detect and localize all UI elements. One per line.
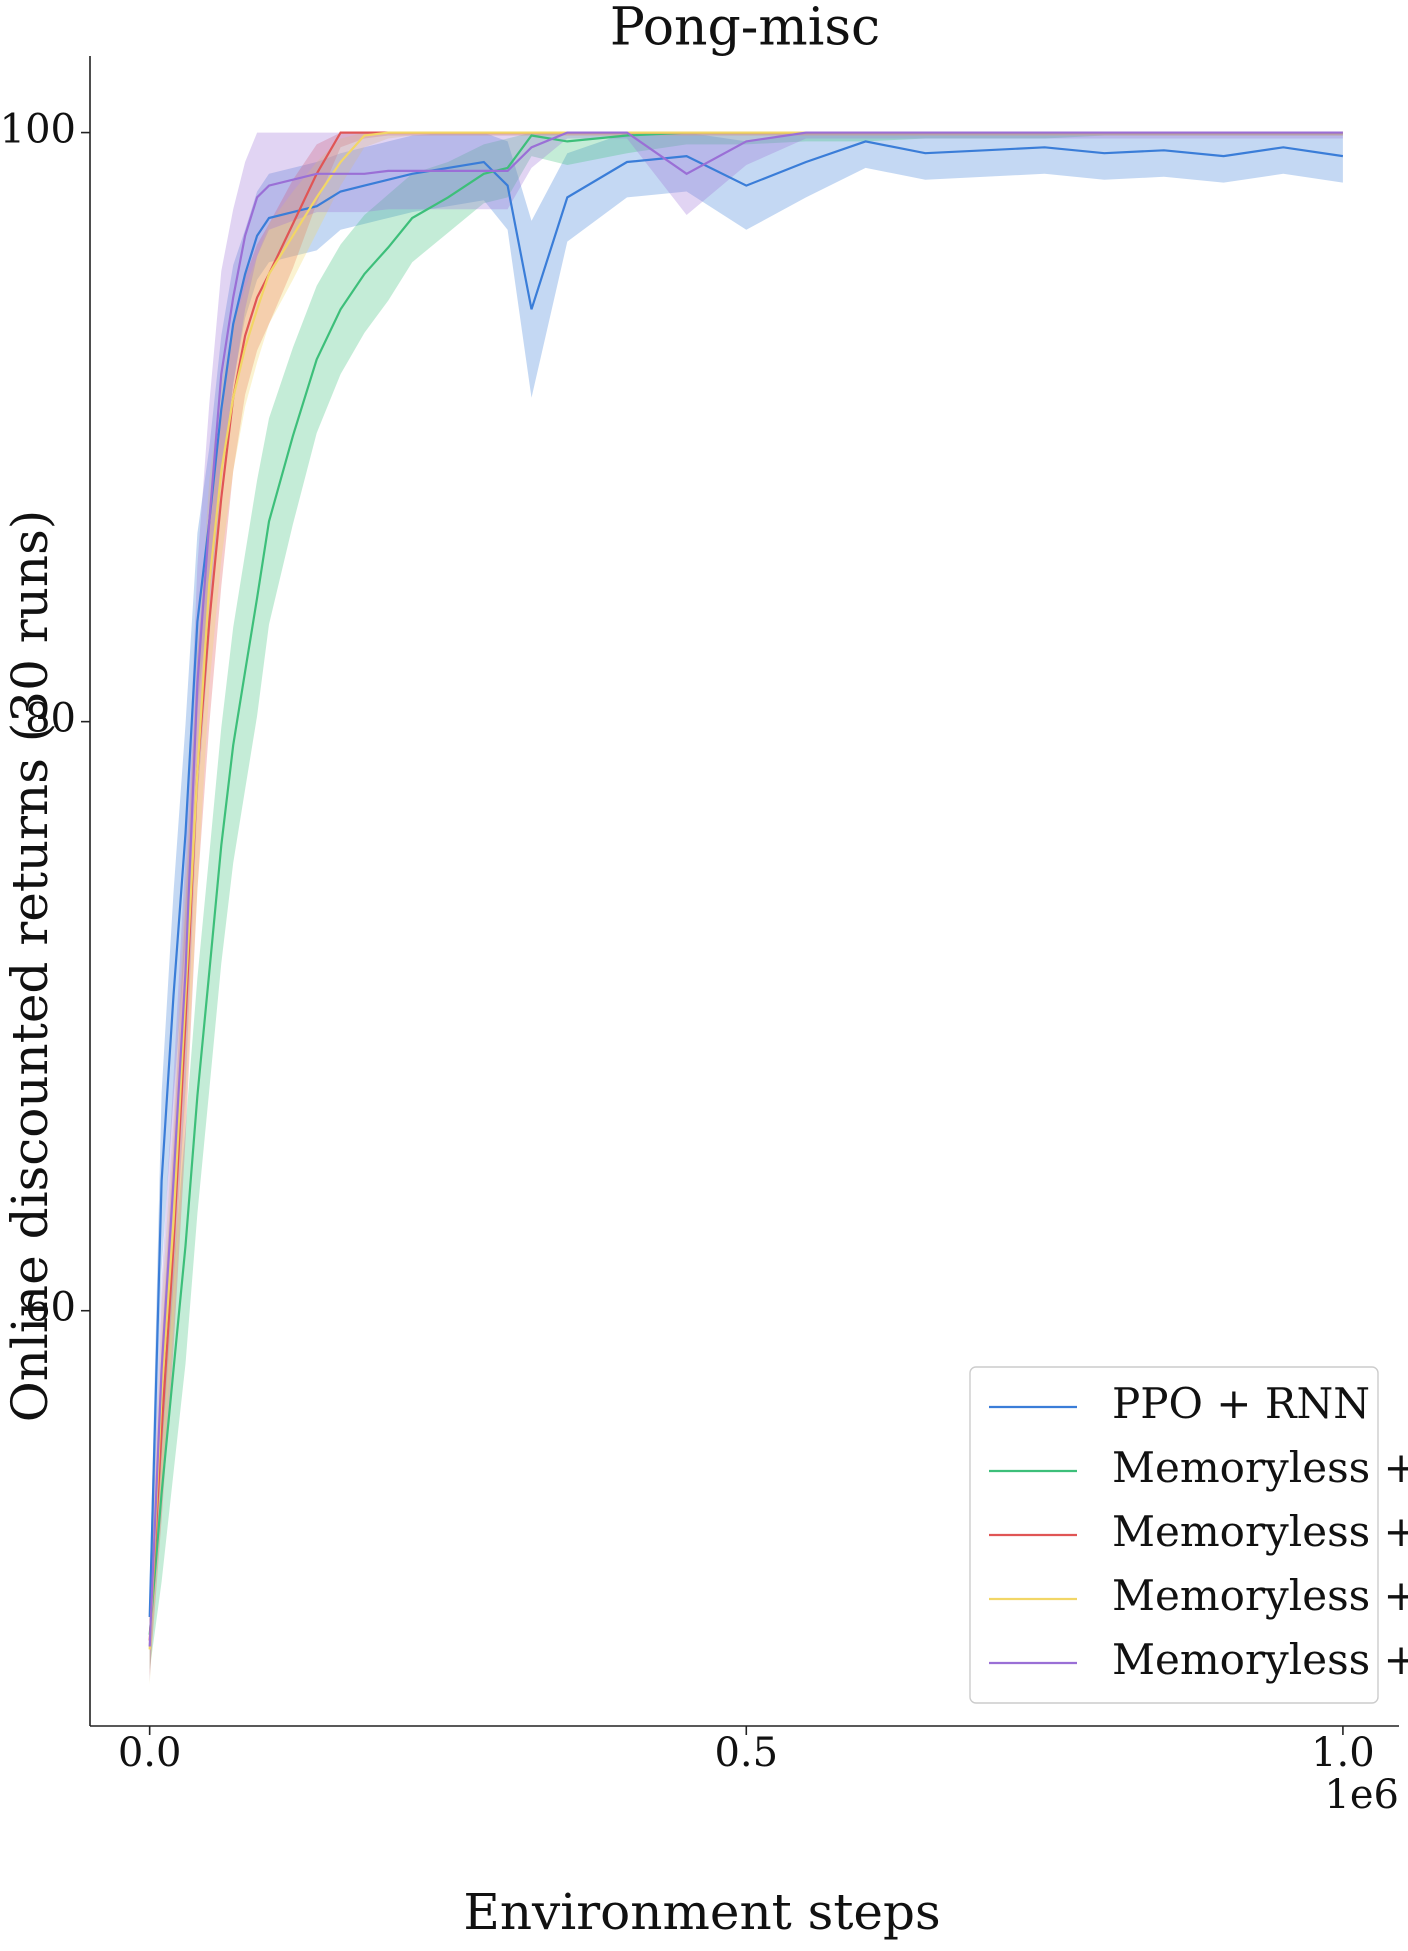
legend-label: Memoryless + Stack 8 <box>1112 1635 1408 1684</box>
legend-label: PPO + RNN <box>1112 1379 1370 1428</box>
x-offset-label: 1e6 <box>1324 1772 1399 1818</box>
legend-label: Memoryless + Stack 4 <box>1112 1571 1408 1620</box>
series-line <box>148 140 1344 1618</box>
x-axis-label: Environment steps <box>463 1883 940 1941</box>
y-tick-label: 60 <box>25 1285 76 1331</box>
y-tick-label: 100 <box>0 107 76 153</box>
confidence-band <box>149 132 1343 1676</box>
confidence-band <box>149 132 1343 1685</box>
y-axis-label: Online discounted returns (30 runs) <box>1 510 59 1423</box>
legend-box <box>969 1366 1379 1704</box>
x-tick-label: 1.0 <box>1311 1730 1375 1776</box>
legend-label: Memoryless + Stack 2 <box>1112 1507 1408 1556</box>
plot-area <box>148 131 1344 1685</box>
legend-label: Memoryless + Stack 1 <box>1112 1443 1408 1492</box>
x-tick-label: 0.0 <box>118 1730 182 1776</box>
x-tick-label: 0.5 <box>714 1730 778 1776</box>
chart-title: Pong-misc <box>610 0 880 58</box>
series-line <box>148 131 1343 1647</box>
y-tick-label: 80 <box>25 696 76 742</box>
